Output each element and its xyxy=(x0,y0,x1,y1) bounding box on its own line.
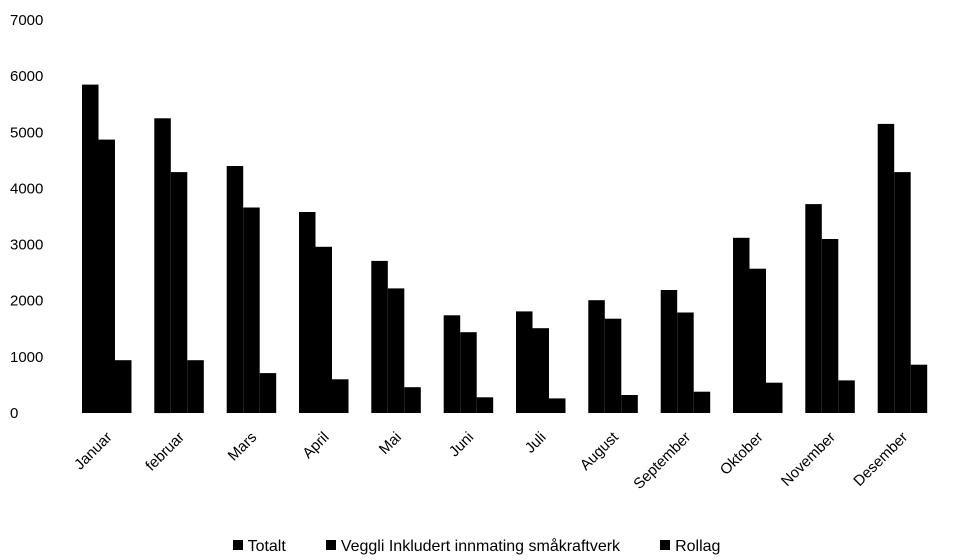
bar xyxy=(460,332,477,413)
bar xyxy=(805,204,822,413)
legend-item: Rollag xyxy=(660,538,720,556)
x-axis: Januar februar Mars April Mai Juni Juli August S… xyxy=(71,428,911,492)
legend-swatch xyxy=(232,540,243,550)
bar xyxy=(877,123,895,414)
bar xyxy=(315,246,332,413)
bar xyxy=(170,172,188,413)
x-tick-label: September xyxy=(630,429,694,493)
bar xyxy=(259,373,277,413)
x-tick-label: Oktober xyxy=(717,429,767,479)
bar xyxy=(516,311,533,413)
legend-label: Rollag xyxy=(675,538,721,555)
bar xyxy=(693,391,711,413)
bar xyxy=(588,300,605,413)
legend-item: Veggli Inkludert innmating småkraftverk xyxy=(325,538,621,556)
bar xyxy=(733,237,750,413)
x-tick-label: Desember xyxy=(850,429,911,490)
bars xyxy=(82,84,928,414)
bar xyxy=(766,382,783,413)
x-tick-label: April xyxy=(299,429,332,462)
x-tick-label: Juli xyxy=(522,429,550,457)
y-tick-label: 1000 xyxy=(10,349,43,366)
bar xyxy=(660,290,678,413)
y-tick-label: 2000 xyxy=(10,293,43,310)
bar xyxy=(549,398,566,413)
x-tick-label: Mai xyxy=(376,429,405,458)
y-tick-label: 0 xyxy=(10,405,18,422)
y-tick-label: 5000 xyxy=(10,124,43,141)
bar xyxy=(894,172,911,413)
x-tick-label: Mars xyxy=(225,429,261,465)
x-tick-label: februar xyxy=(142,429,188,475)
y-tick-label: 6000 xyxy=(10,68,43,85)
bar xyxy=(604,318,622,413)
bar xyxy=(621,395,638,413)
y-tick-label: 3000 xyxy=(10,237,43,254)
bar xyxy=(838,380,855,413)
bar xyxy=(677,312,694,413)
bar xyxy=(332,379,349,413)
bar xyxy=(371,260,388,413)
bar xyxy=(749,268,766,413)
legend-label: Totalt xyxy=(247,538,286,555)
bar xyxy=(226,166,244,413)
legend-swatch xyxy=(325,540,336,550)
legend-item: Totalt xyxy=(232,538,286,556)
bar xyxy=(476,397,494,413)
bar xyxy=(821,239,839,413)
x-tick-label: August xyxy=(577,428,623,474)
bar xyxy=(154,118,171,414)
bar xyxy=(243,207,260,413)
bar xyxy=(82,84,99,413)
bar xyxy=(187,360,204,413)
bar xyxy=(98,139,115,413)
bar xyxy=(404,387,421,413)
x-tick-label: Juni xyxy=(446,429,477,460)
y-tick-label: 4000 xyxy=(10,180,43,197)
legend-swatch xyxy=(660,540,671,550)
y-tick-label: 7000 xyxy=(10,12,43,29)
bar xyxy=(387,288,405,413)
legend-label: Veggli Inkludert innmating småkraftverk xyxy=(340,538,621,555)
bar xyxy=(910,364,928,413)
bar xyxy=(299,212,316,413)
x-tick-label: November xyxy=(778,429,839,490)
x-tick-label: Januar xyxy=(71,429,115,473)
bar xyxy=(532,328,549,413)
bar xyxy=(115,360,132,413)
bar xyxy=(443,315,461,413)
legend: Totalt Veggli Inkludert innmating småkraf… xyxy=(0,538,953,556)
y-axis: 0 1000 2000 3000 4000 5000 6000 7000 xyxy=(10,12,43,422)
